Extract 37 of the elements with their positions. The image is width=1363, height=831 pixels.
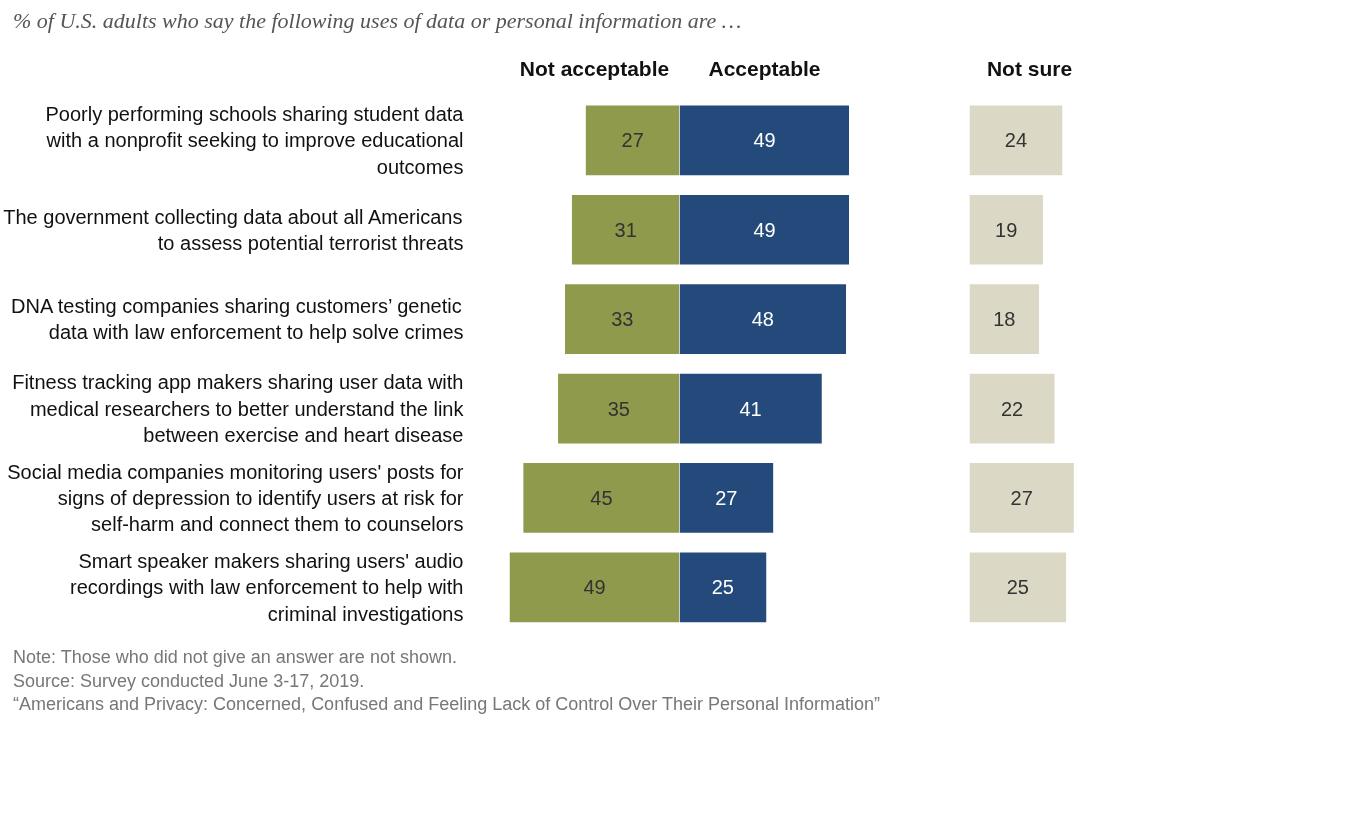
data-label: 27	[715, 487, 738, 510]
data-label: 35	[607, 397, 630, 420]
data-label: 49	[583, 576, 606, 599]
data-label: 41	[739, 397, 762, 420]
data-label: 48	[751, 308, 774, 331]
data-label: 22	[1000, 397, 1024, 420]
text: % of U.S. adults who say the following uses of data or personal information are …	[13, 7, 742, 35]
y-tick-label: Smart speaker makers sharing users' audio recordings with law enforcement to help with criminal investigations	[69, 550, 464, 626]
bar	[969, 284, 1040, 355]
data-label: 18	[993, 308, 1016, 331]
text: “Americans and Privacy: Concerned, Confused and Feeling Lack of Control Over Their Personal Information”	[13, 694, 881, 715]
text: Note: Those who did not give an answer are not shown.	[13, 647, 457, 668]
source-note: Source: Survey conducted June 3-17, 2019.	[13, 670, 365, 691]
bar	[969, 552, 1067, 623]
y-tick-label: The government collecting data about all Americans to assess potential terrorist threats	[3, 205, 464, 255]
data-label: 33	[611, 308, 634, 331]
y-tick-label: Social media companies monitoring users' posts for signs of depression to identify users at risk for self-harm and connect them to counselors	[7, 460, 464, 536]
y-tick-label: Poorly performing schools sharing student data with a nonprofit seeking to improve educational outcomes	[45, 103, 465, 179]
chart-title: Not acceptable	[519, 57, 670, 81]
bar	[969, 105, 1063, 176]
y-tick-label: DNA testing companies sharing customers’ genetic data with law enforcement to help solve crimes	[11, 295, 464, 344]
data-label: 31	[614, 219, 637, 242]
bar	[969, 195, 1043, 266]
bar	[969, 463, 1074, 534]
data-label: 27	[621, 129, 644, 152]
data-label: 25	[711, 576, 734, 599]
data-label: 49	[753, 129, 776, 152]
chart-title: Acceptable	[708, 57, 821, 81]
data-label: 25	[1006, 576, 1029, 599]
data-label: 19	[995, 219, 1018, 242]
data-label: 27	[1010, 487, 1033, 510]
y-tick-label: Fitness tracking app makers sharing user data with medical researchers to better understand the link between exercise and heart disease	[12, 371, 465, 447]
data-label: 45	[590, 487, 613, 510]
bar	[969, 374, 1055, 444]
data-label: 49	[753, 219, 776, 242]
chart-title: Not sure	[986, 57, 1073, 81]
data-label: 24	[1004, 129, 1027, 152]
